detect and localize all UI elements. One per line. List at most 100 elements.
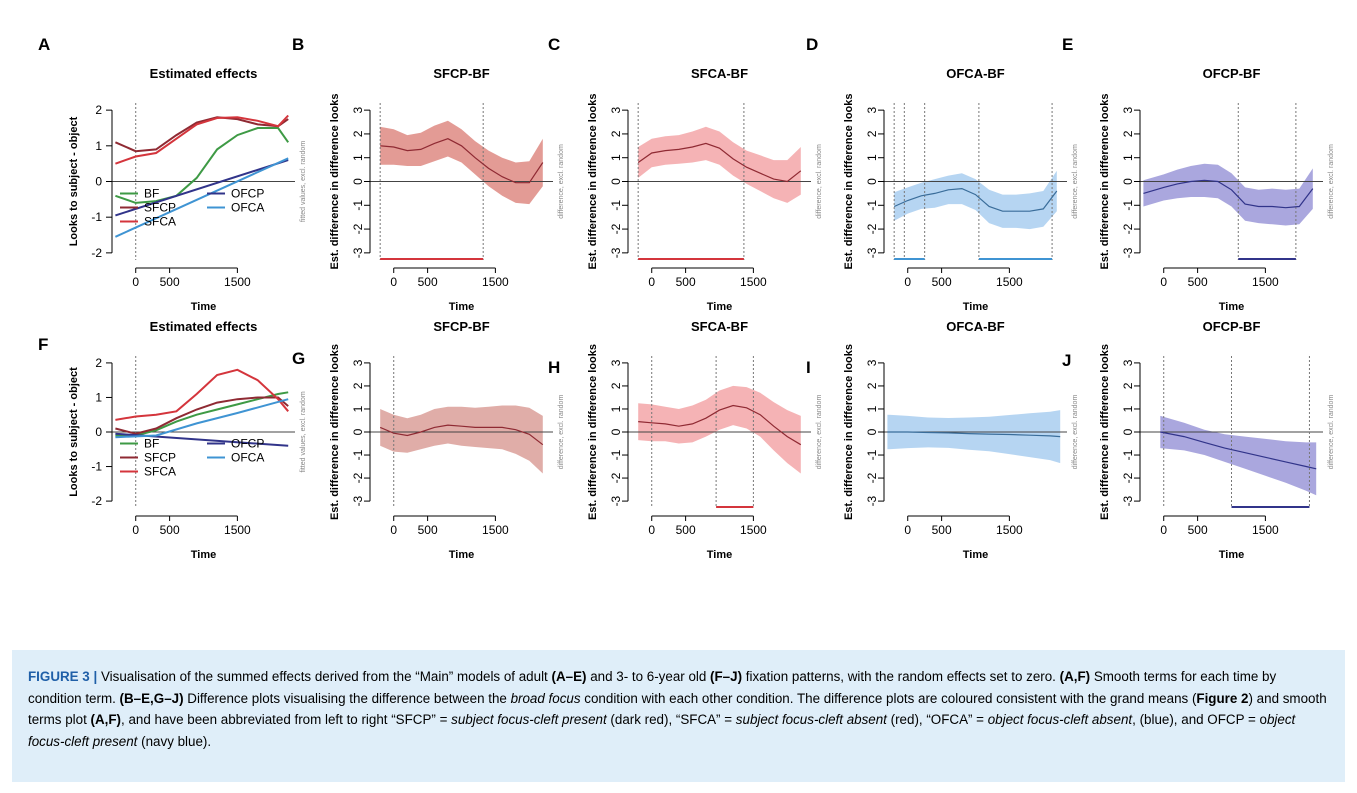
caption-ref: (F–J) <box>710 669 743 684</box>
y-tick-label: 2 <box>95 356 102 370</box>
x-axis-label: Time <box>707 549 732 561</box>
caption-segment: (red), “OFCA” = <box>886 712 988 727</box>
series-line-ofca <box>115 398 289 439</box>
y-tick-label: 1 <box>865 154 879 161</box>
x-axis-label: Time <box>1219 549 1244 561</box>
caption-segment: and 3- to 6-year old <box>586 669 711 684</box>
y-tick-label: -1 <box>351 449 365 460</box>
caption-segment: , (blue), and OFCP = o <box>1132 712 1267 727</box>
panel-letter: G <box>292 349 305 368</box>
x-tick-label: 1500 <box>996 523 1023 537</box>
x-tick-label: 500 <box>676 275 696 289</box>
y-axis-label: Looks to subject - object <box>68 116 80 246</box>
x-tick-label: 1500 <box>996 275 1023 289</box>
panel-letter: B <box>292 35 304 54</box>
y-axis-label: Est. difference in difference looks <box>1099 93 1111 269</box>
y-axis-label: Est. difference in difference looks <box>587 344 599 520</box>
x-tick-label: 500 <box>1188 523 1208 537</box>
figure-caption: FIGURE 3 | Visualisation of the summed e… <box>12 650 1345 782</box>
x-tick-label: 500 <box>418 523 438 537</box>
legend-label: OFCP <box>231 187 264 201</box>
series-line-sfca <box>115 368 289 421</box>
y-tick-label: 1 <box>95 390 102 404</box>
panel-title: SFCP-BF <box>433 319 489 334</box>
y-tick-label: 0 <box>95 425 102 439</box>
panel-title: OFCP-BF <box>1203 66 1261 81</box>
legend-label: OFCA <box>231 201 264 215</box>
y-tick-label: 0 <box>609 178 623 185</box>
difference-line <box>638 404 802 446</box>
y-tick-label: 1 <box>1121 154 1135 161</box>
y-tick-label: 3 <box>865 106 879 113</box>
x-tick-label: 0 <box>648 275 655 289</box>
caption-segment: fixation patterns, with the random effec… <box>742 669 1060 684</box>
difference-line <box>893 187 1058 212</box>
legend-label: SFCP <box>144 201 176 215</box>
y-tick-label: 1 <box>95 139 102 153</box>
difference-line <box>380 138 544 184</box>
y-tick-label: -1 <box>351 200 365 211</box>
y-tick-label: -2 <box>865 223 879 234</box>
y-tick-label: -1 <box>865 449 879 460</box>
y-tick-label: -2 <box>1121 472 1135 483</box>
caption-term: bject focus-cleft present <box>28 712 1296 749</box>
side-note: fitted values, excl. random <box>300 391 307 472</box>
x-tick-label: 500 <box>160 523 180 537</box>
y-tick-label: 2 <box>95 103 102 117</box>
y-tick-label: 2 <box>351 382 365 389</box>
difference-line <box>887 431 1061 438</box>
series-line-ofca <box>114 157 289 238</box>
y-axis-label: Est. difference in difference looks <box>843 344 855 520</box>
y-tick-label: -3 <box>609 495 623 506</box>
series-line-bf <box>115 127 290 204</box>
side-note: fitted values, excl. random <box>300 141 307 222</box>
y-tick-label: 1 <box>351 405 365 412</box>
y-tick-label: -1 <box>91 210 102 224</box>
panel-letter: C <box>548 35 560 54</box>
y-tick-label: -1 <box>1121 200 1135 211</box>
y-tick-label: 2 <box>1121 382 1135 389</box>
y-tick-label: 2 <box>865 130 879 137</box>
side-note: difference, excl. random <box>816 395 823 470</box>
y-tick-label: -3 <box>351 247 365 258</box>
panel-letter: D <box>806 35 818 54</box>
panel-letter: I <box>806 358 811 377</box>
y-axis-label: Est. difference in difference looks <box>587 93 599 269</box>
x-tick-label: 500 <box>932 523 952 537</box>
y-tick-label: 2 <box>609 382 623 389</box>
x-axis-label: Time <box>1219 301 1244 313</box>
side-note: difference, excl. random <box>1072 395 1079 470</box>
legend-label: SFCP <box>144 451 176 465</box>
y-tick-label: -2 <box>1121 223 1135 234</box>
y-tick-label: 2 <box>1121 130 1135 137</box>
x-tick-label: 500 <box>1188 275 1208 289</box>
caption-term: object focus-cleft absent <box>987 712 1133 727</box>
x-axis-label: Time <box>191 301 216 313</box>
ci-band <box>887 410 1061 464</box>
y-tick-label: -1 <box>91 460 102 474</box>
y-axis-label: Est. difference in difference looks <box>329 93 341 269</box>
panel-letter: J <box>1062 351 1071 370</box>
caption-segment: Difference plots visualising the differe… <box>183 690 511 706</box>
panel-c: C SFCA-BF -3 -2 -1 0 1 2 3 0 500 1500 Time Est. diffe… <box>548 35 823 313</box>
side-note: difference, excl. random <box>816 144 823 219</box>
y-tick-label: 3 <box>351 359 365 366</box>
panel-title: OFCA-BF <box>946 319 1005 334</box>
ci-band <box>1143 163 1313 226</box>
y-tick-label: -3 <box>865 495 879 506</box>
side-note: difference, excl. random <box>558 395 565 470</box>
y-tick-label: 1 <box>609 405 623 412</box>
ci-band <box>380 120 543 205</box>
x-tick-label: 1500 <box>224 275 251 289</box>
panel-i: I OFCA-BF -3 -2 -1 0 1 2 3 0 500 1500 Time Est. diffe… <box>806 319 1079 561</box>
side-note: difference, excl. random <box>1072 144 1079 219</box>
legend-label: SFCA <box>144 215 176 229</box>
series-line-bf <box>115 391 289 437</box>
caption-ref: Figure 2 <box>1196 690 1249 706</box>
y-tick-label: 0 <box>351 178 365 185</box>
x-tick-label: 1500 <box>224 523 251 537</box>
x-axis-label: Time <box>963 549 988 561</box>
y-tick-label: -3 <box>1121 495 1135 506</box>
x-tick-label: 0 <box>648 523 655 537</box>
